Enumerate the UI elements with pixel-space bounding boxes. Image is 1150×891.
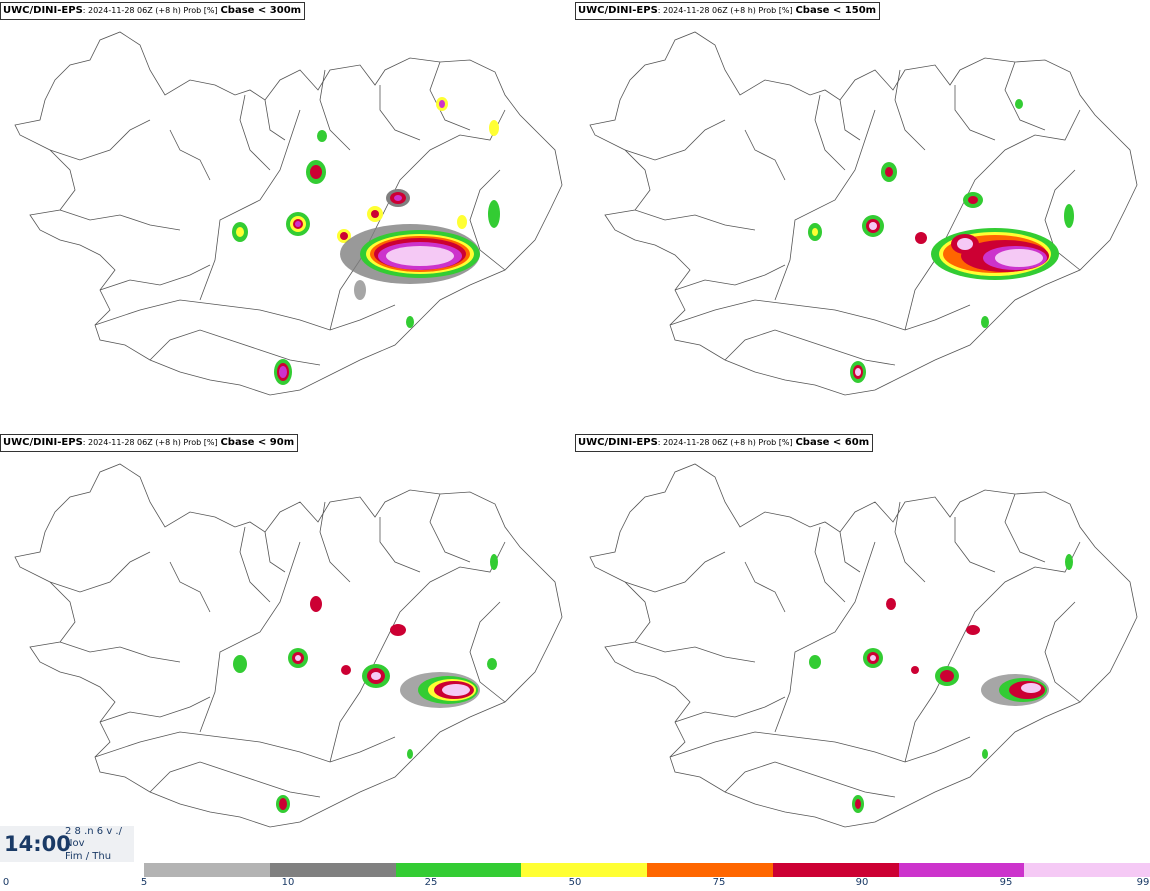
prob-blobs (232, 97, 500, 385)
month-label: Nov (65, 838, 85, 849)
panel-title: UWC/DINI-EPS: 2024-11-28 06Z (+8 h) Prob… (575, 434, 874, 452)
panel-bottom-left: UWC/DINI-EPS: 2024-11-28 06Z (+8 h) Prob… (0, 432, 575, 864)
colorbar-tick-label: 90 (855, 877, 869, 888)
map-iceland (14, 31, 563, 396)
map-iceland (589, 463, 1138, 828)
panel-top-right: UWC/DINI-EPS: 2024-11-28 06Z (+8 h) Prob… (575, 0, 1150, 432)
prob-blobs (809, 554, 1073, 813)
panel-title: UWC/DINI-EPS: 2024-11-28 06Z (+8 h) Prob… (0, 2, 306, 20)
colorbar-tick-label: 50 (568, 877, 582, 888)
prob-blobs (808, 99, 1074, 383)
valid-time: 14:00 (4, 832, 71, 856)
prob-blobs (233, 554, 498, 813)
panel-title: UWC/DINI-EPS: 2024-11-28 06Z (+8 h) Prob… (0, 434, 299, 452)
run-meta: : 2024-11-28 06Z (+8 h) Prob [%] (657, 438, 793, 447)
model-name: UWC/DINI-EPS (3, 5, 83, 16)
colorbar-tick-label: 10 (281, 877, 295, 888)
panel-bottom-right: UWC/DINI-EPS: 2024-11-28 06Z (+8 h) Prob… (575, 432, 1150, 864)
model-name: UWC/DINI-EPS (578, 5, 658, 16)
date-line: 2 8 .n 6 v ./ (65, 826, 122, 837)
run-meta: : 2024-11-28 06Z (+8 h) Prob [%] (657, 6, 793, 15)
colorbar-segment (395, 863, 522, 877)
model-name: UWC/DINI-EPS (3, 437, 83, 448)
probability-colorbar (144, 863, 1150, 877)
threshold-label: Cbase < 90m (220, 437, 295, 448)
colorbar-segment (1024, 863, 1150, 877)
colorbar-tick-label: 95 (999, 877, 1013, 888)
colorbar-tick-label: 75 (712, 877, 726, 888)
map-iceland (589, 31, 1138, 396)
colorbar-segment (772, 863, 899, 877)
valid-time-box: 14:00 2 8 .n 6 v ./ Nov Fim / Thu (0, 826, 134, 862)
colorbar-segment (898, 863, 1025, 877)
run-meta: : 2024-11-28 06Z (+8 h) Prob [%] (82, 6, 218, 15)
panel-top-left: UWC/DINI-EPS: 2024-11-28 06Z (+8 h) Prob… (0, 0, 575, 432)
colorbar-tick-label: 25 (424, 877, 438, 888)
model-name: UWC/DINI-EPS (578, 437, 658, 448)
colorbar-tick-label: 99 (1136, 877, 1150, 888)
colorbar-segment (647, 863, 774, 877)
weekday-label: Fim / Thu (65, 851, 112, 862)
threshold-label: Cbase < 150m (795, 5, 877, 16)
colorbar-segment (269, 863, 396, 877)
threshold-label: Cbase < 300m (220, 5, 302, 16)
colorbar-tick-label: 5 (140, 877, 148, 888)
run-meta: : 2024-11-28 06Z (+8 h) Prob [%] (82, 438, 218, 447)
colorbar-segment (144, 863, 271, 877)
map-iceland (14, 463, 563, 828)
colorbar-tick-label: 0 (2, 877, 10, 888)
threshold-label: Cbase < 60m (795, 437, 870, 448)
panel-title: UWC/DINI-EPS: 2024-11-28 06Z (+8 h) Prob… (575, 2, 881, 20)
colorbar-segment (521, 863, 648, 877)
